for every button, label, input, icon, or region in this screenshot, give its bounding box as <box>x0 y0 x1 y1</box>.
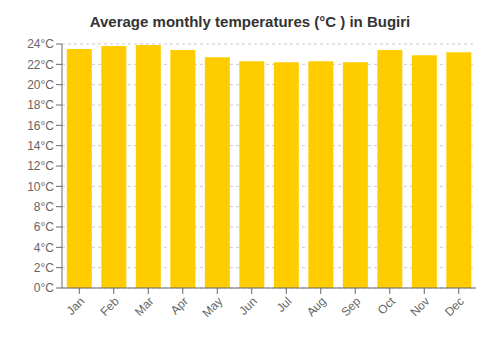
svg-text:Sep: Sep <box>338 294 363 319</box>
svg-text:Nov: Nov <box>407 294 432 319</box>
svg-text:Jul: Jul <box>274 294 295 315</box>
svg-text:14°C: 14°C <box>27 139 54 153</box>
svg-text:Dec: Dec <box>442 294 467 319</box>
svg-text:22°C: 22°C <box>27 58 54 72</box>
svg-text:4°C: 4°C <box>34 241 54 255</box>
svg-text:Feb: Feb <box>97 294 122 319</box>
svg-text:6°C: 6°C <box>34 220 54 234</box>
svg-text:Jan: Jan <box>64 294 88 318</box>
svg-text:10°C: 10°C <box>27 180 54 194</box>
svg-text:20°C: 20°C <box>27 78 54 92</box>
svg-text:12°C: 12°C <box>27 159 54 173</box>
svg-text:May: May <box>199 294 225 320</box>
svg-text:Mar: Mar <box>132 294 157 319</box>
svg-text:Oct: Oct <box>375 294 399 318</box>
html-text:Average monthly temperatures (: Average monthly temperatures (°C ) in Bu… <box>89 13 411 30</box>
svg-text:Apr: Apr <box>168 294 191 317</box>
svg-text:18°C: 18°C <box>27 98 54 112</box>
svg-text:16°C: 16°C <box>27 119 54 133</box>
svg-text:24°C: 24°C <box>27 37 54 51</box>
svg-text:Jun: Jun <box>236 294 260 318</box>
svg-text:8°C: 8°C <box>34 200 54 214</box>
svg-text:Aug: Aug <box>304 294 329 319</box>
svg-text:2°C: 2°C <box>34 261 54 275</box>
svg-text:0°C: 0°C <box>34 281 54 295</box>
